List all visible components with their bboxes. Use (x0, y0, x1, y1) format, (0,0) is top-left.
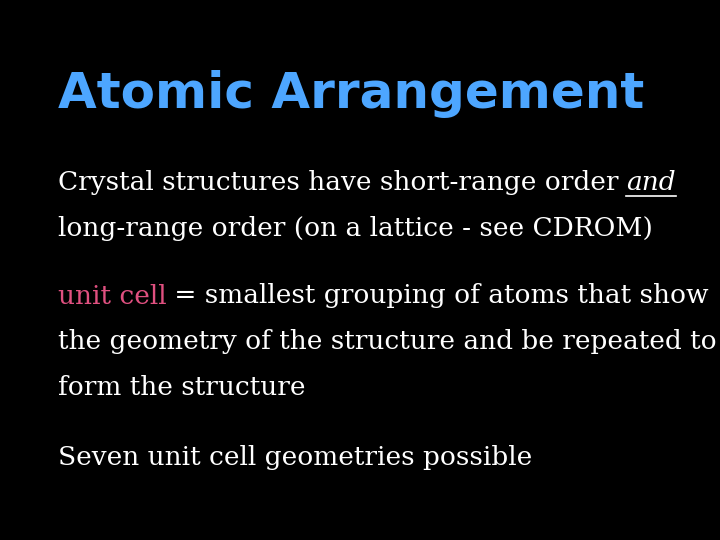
Text: Atomic Arrangement: Atomic Arrangement (58, 70, 644, 118)
Text: form the structure: form the structure (58, 375, 305, 400)
Text: the geometry of the structure and be repeated to: the geometry of the structure and be rep… (58, 329, 716, 354)
Text: Seven unit cell geometries possible: Seven unit cell geometries possible (58, 446, 532, 470)
Text: long-range order (on a lattice - see CDROM): long-range order (on a lattice - see CDR… (58, 216, 652, 241)
Text: Crystal structures have short-range order: Crystal structures have short-range orde… (58, 170, 626, 195)
Text: = smallest grouping of atoms that show: = smallest grouping of atoms that show (166, 284, 709, 308)
Text: unit cell: unit cell (58, 284, 166, 308)
Text: and: and (626, 170, 676, 195)
